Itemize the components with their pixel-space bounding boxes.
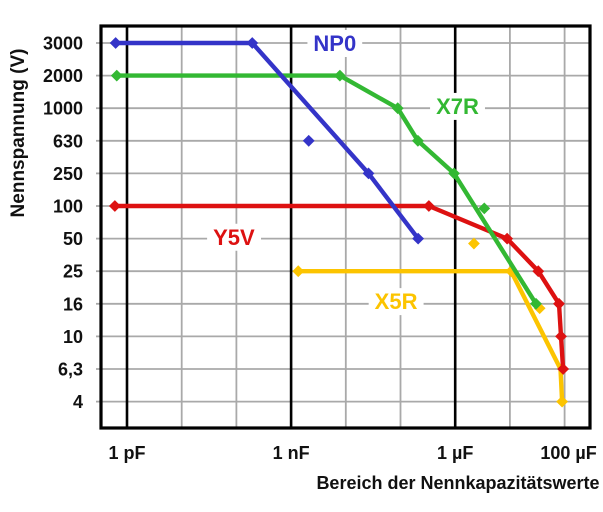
marker-x7r: [448, 167, 460, 180]
marker-np0: [362, 167, 375, 180]
series-label-np0: NP0: [313, 31, 356, 56]
y-axis-title: Nennspannung (V): [8, 49, 29, 218]
series-label-group-x7r: X7R: [430, 92, 485, 120]
marker-y5v: [557, 363, 570, 375]
y-tick-label-50: 50: [63, 229, 83, 249]
plot-frame: [99, 24, 592, 430]
y-tick-label-4: 4: [73, 392, 83, 412]
series-label-x7r: X7R: [436, 94, 479, 119]
marker-x7r: [391, 102, 404, 115]
marker-np0: [109, 37, 122, 49]
tick-labels: 3000 2000 1000 630 250 100 50 25 16 10 6,3 4 1 pF 1 n…: [43, 34, 597, 464]
marker-y5v: [108, 200, 121, 212]
marker-y5v: [422, 200, 435, 212]
marker-x7r: [333, 69, 346, 82]
marker-y5v: [532, 265, 545, 278]
marker-np0: [302, 134, 315, 147]
y-tick-label-2000: 2000: [43, 66, 83, 86]
marker-x7r: [110, 69, 123, 82]
marker-x7r: [478, 202, 491, 215]
data-series: [108, 37, 570, 408]
y-tick-label-100: 100: [53, 197, 83, 217]
series-label-bg-x5r: [368, 288, 424, 316]
gridlines: [96, 26, 590, 428]
series-x7r: [110, 69, 542, 310]
x-tick-label-1pF: 1 pF: [108, 443, 145, 463]
series-label-y5v: Y5V: [213, 225, 255, 250]
y-tick-label-630: 630: [53, 131, 83, 151]
series-labels: X5R Y5V X7R NP0: [207, 30, 485, 316]
marker-np0: [246, 37, 259, 49]
y-tick-label-16: 16: [63, 294, 83, 314]
marker-x5r: [468, 237, 480, 250]
series-label-x5r: X5R: [375, 289, 418, 314]
y-tick-label-3000: 3000: [43, 34, 83, 54]
y-tick-label-10: 10: [63, 327, 83, 347]
marker-y5v: [553, 297, 565, 310]
marker-x7r: [530, 297, 542, 310]
plot-border: [99, 24, 592, 430]
series-label-group-x5r: X5R: [368, 288, 424, 316]
marker-y5v: [501, 232, 514, 245]
series-y5v: [108, 200, 570, 375]
x-axis-title: Bereich der Nennkapazitätswerte: [316, 473, 599, 493]
series-label-bg-y5v: [207, 223, 262, 251]
series-label-bg-x7r: [430, 92, 485, 120]
marker-y5v: [555, 330, 567, 343]
marker-x5r: [292, 265, 305, 278]
x-tick-label-1µF: 1 µF: [437, 443, 473, 463]
x-tick-label-100µF: 100 µF: [540, 443, 596, 463]
line-x7r: [116, 73, 538, 305]
y-tick-label-25: 25: [63, 262, 83, 282]
series-label-bg-np0: [307, 30, 363, 57]
marker-x5r: [556, 395, 568, 408]
line-x5r: [298, 269, 565, 402]
marker-np0: [412, 232, 425, 245]
series-x5r: [292, 237, 568, 408]
y-tick-label-6,3: 6,3: [58, 360, 83, 380]
series-label-group-y5v: Y5V: [207, 223, 262, 251]
x-tick-label-1nF: 1 nF: [273, 443, 310, 463]
y-tick-label-250: 250: [53, 164, 83, 184]
series-np0: [109, 37, 425, 245]
line-np0: [115, 40, 420, 240]
marker-x7r: [411, 134, 424, 147]
series-label-group-np0: NP0: [307, 30, 363, 57]
y-tick-label-1000: 1000: [43, 99, 83, 119]
